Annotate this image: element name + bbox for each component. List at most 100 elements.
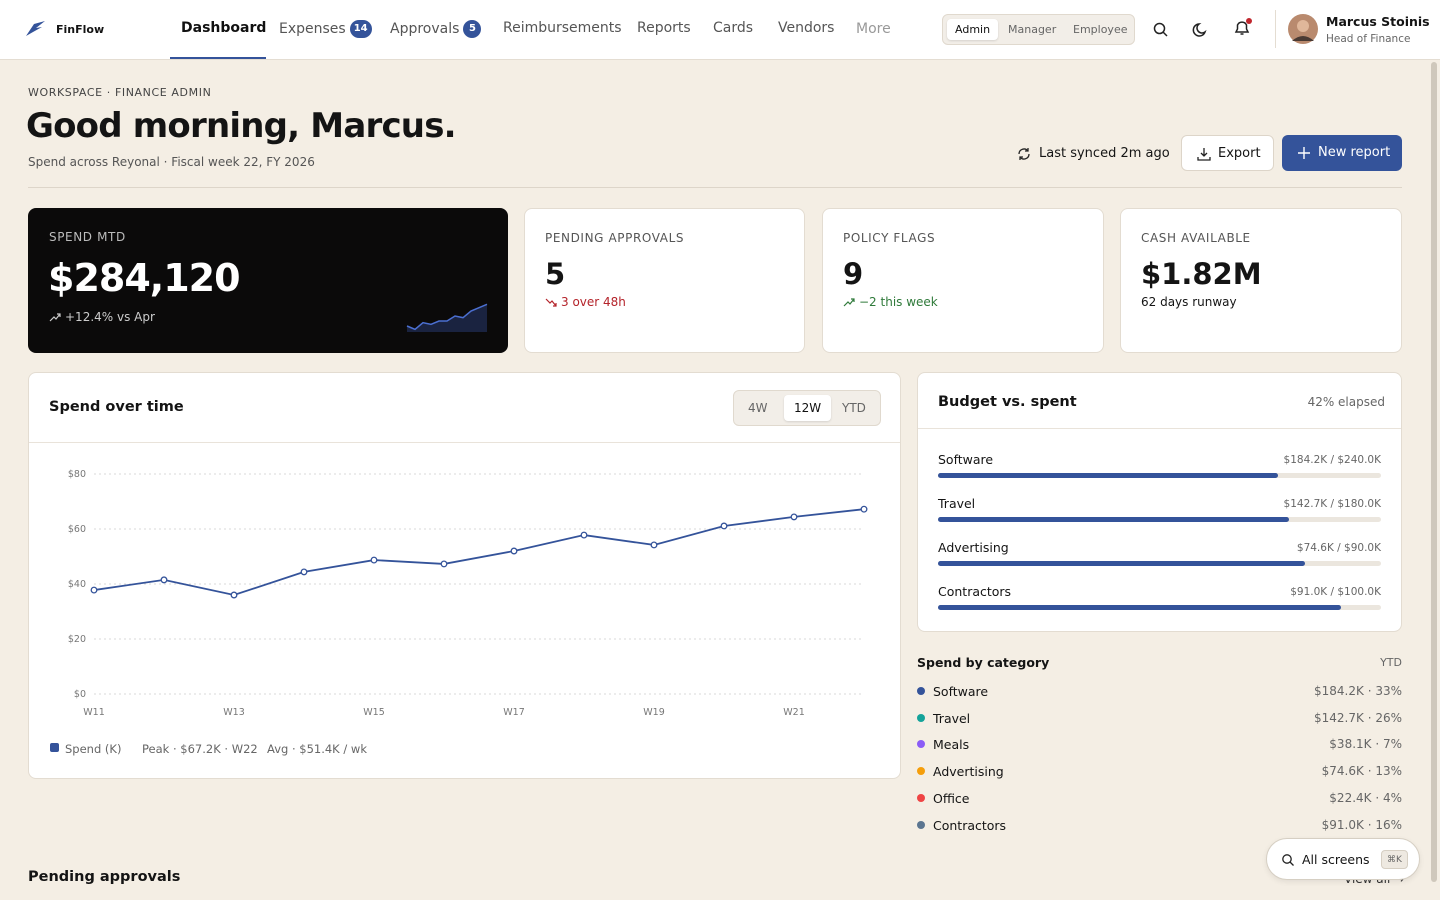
budget-amount: $74.6K / $90.0K xyxy=(1296,542,1381,554)
chart-annotation: Avg · $51.4K / wk xyxy=(267,742,367,756)
nav-item[interactable]: Reports xyxy=(637,20,691,36)
category-amount: $38.1K · 7% xyxy=(1329,737,1402,752)
page-title: Good morning, Marcus. xyxy=(26,106,457,146)
data-point xyxy=(230,591,238,599)
page-subtitle: Spend across Reyonal · Fiscal week 22, F… xyxy=(28,155,315,169)
nav-item[interactable]: Dashboard xyxy=(181,20,266,36)
nav-label: Dashboard xyxy=(181,20,267,36)
series-line xyxy=(93,508,865,596)
category-name: Travel xyxy=(933,710,971,726)
budget-elapsed: 42% elapsed xyxy=(1307,395,1385,409)
kpi-card: CASH AVAILABLE $1.82M 62 days runway xyxy=(1120,208,1402,353)
y-tick-label: $0 xyxy=(74,689,86,700)
kpi-label: PENDING APPROVALS xyxy=(545,231,685,245)
sync-icon xyxy=(1018,148,1030,160)
chart-header-rule xyxy=(29,442,900,443)
shortcut: ⌘K xyxy=(1381,850,1408,869)
new-report-button[interactable]: New report xyxy=(1282,135,1402,171)
budget-name: Advertising xyxy=(938,540,1009,555)
category-name: Advertising xyxy=(933,764,1004,780)
kpi-value: 9 xyxy=(843,257,864,291)
kpi-label: CASH AVAILABLE xyxy=(1141,231,1251,245)
budget-bar xyxy=(938,517,1290,522)
nav-label: Vendors xyxy=(778,20,835,36)
nav-label: Expenses xyxy=(279,21,346,37)
role-option[interactable]: Admin xyxy=(947,19,999,40)
eyebrow: WORKSPACE · FINANCE ADMIN xyxy=(28,86,212,99)
theme-icon[interactable] xyxy=(1192,21,1210,39)
export-button[interactable]: Export xyxy=(1181,135,1274,171)
nav-item[interactable]: Vendors xyxy=(778,20,834,36)
nav-item[interactable]: More xyxy=(856,20,897,37)
logo xyxy=(26,21,45,36)
y-tick-label: $80 xyxy=(68,469,86,480)
range-option[interactable]: 4W xyxy=(748,401,768,415)
range-option[interactable]: YTD xyxy=(842,401,866,415)
line-chart: $0 $20 $40 $60 $80 W11 W13 W15 W17 W19 W21 xyxy=(68,469,868,718)
search-pill[interactable]: All screens ⌘K xyxy=(1266,838,1420,880)
sync-status: Last synced 2m ago xyxy=(1039,146,1170,161)
y-tick-label: $60 xyxy=(68,524,86,535)
budget-name: Contractors xyxy=(938,584,1012,599)
category-list: Spend by category YTD Software $184.2K · … xyxy=(917,654,1402,839)
data-point xyxy=(790,513,798,521)
budget-bar xyxy=(938,473,1278,478)
kpi-value: 5 xyxy=(545,257,566,291)
legend-swatch xyxy=(50,743,59,752)
kpi-value: $284,120 xyxy=(48,256,241,300)
kpi-delta: 62 days runway xyxy=(1141,295,1237,309)
data-point xyxy=(440,560,448,568)
trend-icon xyxy=(843,298,855,307)
y-tick-label: $40 xyxy=(68,579,86,590)
budget-bar xyxy=(938,605,1342,610)
nav-item[interactable]: Reimbursements xyxy=(503,20,622,36)
category-dot xyxy=(917,767,925,776)
category-dot xyxy=(917,740,925,749)
kpi-delta: 3 over 48h xyxy=(561,295,626,309)
budget-amount: $184.2K / $240.0K xyxy=(1283,454,1381,466)
category-name: Meals xyxy=(933,737,970,753)
x-tick-label: W13 xyxy=(223,707,244,718)
plus-icon xyxy=(1298,147,1310,159)
budget-bar xyxy=(938,561,1306,566)
budget-amount: $142.7K / $180.0K xyxy=(1283,498,1381,510)
range-option[interactable]: 12W xyxy=(784,395,832,421)
nav-badge: 5 xyxy=(463,20,482,38)
kpi-card: PENDING APPROVALS 5 3 over 48h xyxy=(524,208,805,353)
data-point xyxy=(300,568,308,576)
y-tick-label: $20 xyxy=(68,634,86,645)
chart-title: Spend over time xyxy=(49,399,184,415)
role-option[interactable]: Employee xyxy=(1073,23,1128,36)
kpi-card: POLICY FLAGS 9 −2 this week xyxy=(822,208,1104,353)
nav-label: Cards xyxy=(713,20,754,36)
kpi-delta: −2 this week xyxy=(859,295,938,309)
search-icon[interactable] xyxy=(1152,21,1170,39)
category-name: Software xyxy=(933,684,989,699)
budget-rule xyxy=(918,428,1401,429)
nav-label: Reports xyxy=(637,20,691,36)
data-point xyxy=(580,531,588,539)
category-amount: $74.6K · 13% xyxy=(1321,764,1402,779)
x-tick-label: W11 xyxy=(83,707,104,718)
kpi-label: SPEND MTD xyxy=(49,230,126,244)
category-dot xyxy=(917,687,925,695)
section-title: Pending approvals xyxy=(28,869,181,885)
nav-item[interactable]: Expenses 14 xyxy=(279,20,372,38)
nav-label: More xyxy=(856,21,891,37)
avatar[interactable] xyxy=(1288,14,1318,44)
export-label: Export xyxy=(1218,146,1261,161)
budget-name: Travel xyxy=(938,496,976,511)
role-option[interactable]: Manager xyxy=(1008,23,1057,36)
kpi-delta: +12.4% vs Apr xyxy=(65,310,155,324)
nav-item[interactable]: Cards xyxy=(713,20,753,36)
sparkline-area xyxy=(407,304,487,332)
nav-item[interactable]: Approvals 5 xyxy=(390,20,482,38)
category-dot xyxy=(917,713,925,722)
data-point xyxy=(860,505,868,513)
export-icon xyxy=(1197,148,1211,161)
category-dot xyxy=(917,793,925,802)
kpi-card: SPEND MTD $284,120 +12.4% vs Apr xyxy=(28,208,508,353)
x-tick-label: W15 xyxy=(363,707,384,718)
bell-icon[interactable] xyxy=(1232,16,1254,38)
active-underline xyxy=(170,57,266,59)
